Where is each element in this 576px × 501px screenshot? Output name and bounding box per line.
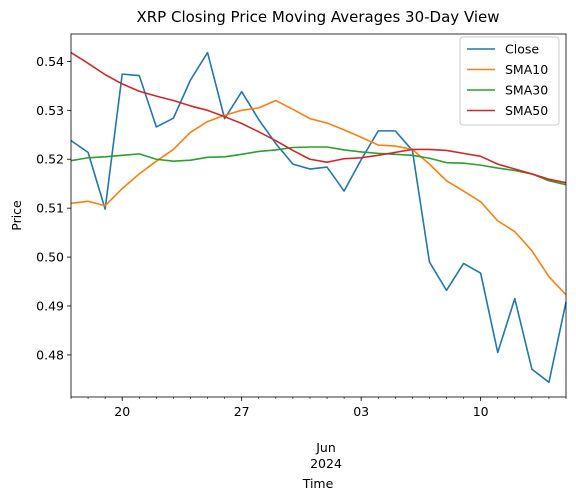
plot-lines	[70, 51, 567, 384]
x-axis-title: Time	[302, 476, 334, 491]
series-line-sma30	[70, 146, 567, 186]
legend-label-sma10: SMA10	[505, 62, 548, 77]
y-tick-label: 0.48	[36, 347, 64, 362]
y-tick-label: 0.53	[36, 103, 64, 118]
y-tick-label: 0.51	[36, 201, 64, 216]
x-month-label: Jun	[315, 440, 336, 455]
y-axis: 0.48 0.49 0.50 0.51 0.52 0.53 0.54	[36, 54, 71, 362]
x-year-label: 2024	[310, 456, 342, 471]
x-tick-label: 03	[353, 404, 369, 419]
series-line-sma50	[70, 51, 567, 184]
x-tick-label: 27	[234, 404, 250, 419]
series-line-close	[70, 51, 567, 384]
legend: Close SMA10 SMA30 SMA50	[459, 36, 560, 126]
plot-frame	[70, 33, 567, 398]
y-axis-title: Price	[9, 200, 24, 231]
x-tick-label: 20	[114, 404, 130, 419]
legend-label-sma30: SMA30	[505, 83, 548, 98]
x-tick-label: 10	[473, 404, 489, 419]
chart-title: XRP Closing Price Moving Averages 30-Day…	[136, 8, 499, 26]
series-line-sma10	[70, 99, 567, 296]
y-tick-label: 0.50	[36, 250, 64, 265]
legend-label-close: Close	[505, 42, 539, 57]
y-tick-label: 0.52	[36, 152, 64, 167]
y-tick-label: 0.49	[36, 299, 64, 314]
legend-box	[459, 36, 560, 126]
legend-label-sma50: SMA50	[505, 103, 548, 118]
y-tick-label: 0.54	[36, 54, 64, 69]
